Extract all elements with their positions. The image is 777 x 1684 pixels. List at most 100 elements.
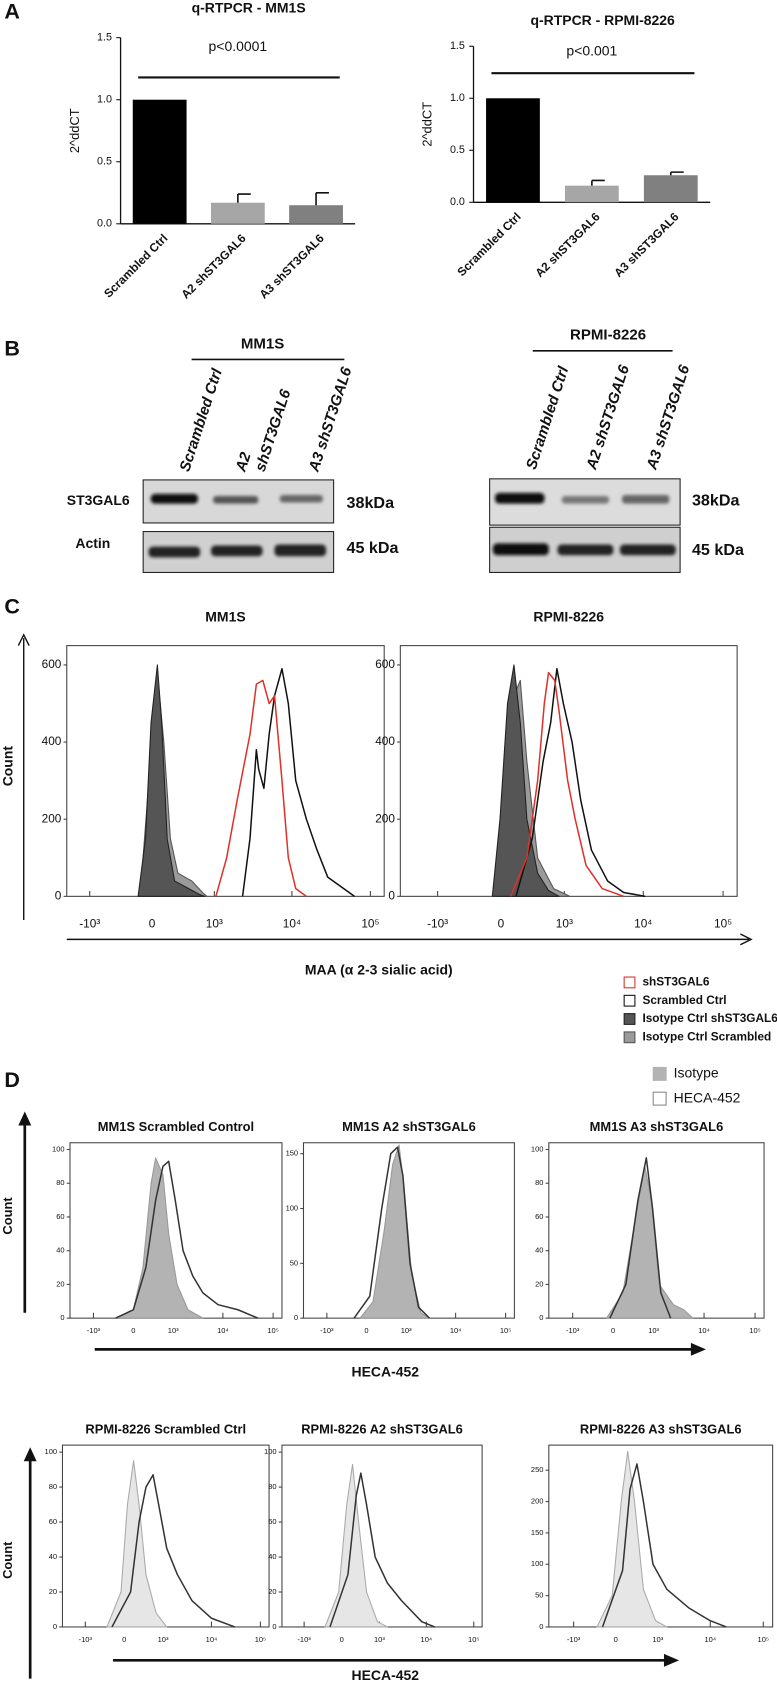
panel-label: C xyxy=(4,595,20,619)
x-tick-label: A2 shST3GAL6 xyxy=(178,231,249,302)
histogram-curve xyxy=(601,1463,727,1628)
x-tick-label: 10⁴ xyxy=(421,1635,433,1644)
y-tick-label: 80 xyxy=(268,1482,276,1491)
x-tick-label: Scrambled Ctrl xyxy=(454,210,523,279)
y-tick-label: 200 xyxy=(375,811,395,825)
x-axis-label: MAA (α 2-3 sialic acid) xyxy=(305,961,453,977)
legend-label: shST3GAL6 xyxy=(642,975,709,989)
arrow-head xyxy=(740,933,753,946)
bar xyxy=(564,185,619,203)
lane-label: A2 shST3GAL6 xyxy=(583,362,633,472)
y-tick-label: 0 xyxy=(53,1622,57,1631)
western-blots: MM1S RPMI-8226 Scrambled Ctrl A2 shST3GA… xyxy=(67,327,745,573)
x-tick-label: 10⁵ xyxy=(267,1326,278,1335)
x-tick-label: 10⁴ xyxy=(634,916,652,930)
chart-title: RPMI-8226 Scrambled Ctrl xyxy=(85,1421,246,1436)
x-tick-label: A2 shST3GAL6 xyxy=(532,209,603,280)
blot-row-label: ST3GAL6 xyxy=(67,492,130,508)
y-tick-label: 80 xyxy=(535,1178,543,1187)
histogram-curve xyxy=(324,1463,389,1628)
x-tick-label: 10⁴ xyxy=(704,1635,716,1644)
blot-size: 38kDa xyxy=(692,492,741,510)
y-tick-label: 60 xyxy=(49,1517,57,1526)
y-tick-label: 0 xyxy=(55,888,62,902)
histogram-curve xyxy=(596,1450,668,1628)
y-tick-label: 40 xyxy=(49,1552,57,1561)
y-tick-label: 0.0 xyxy=(97,218,112,230)
legend-label: Scrambled Ctrl xyxy=(642,993,726,1007)
x-tick-label: 10⁴ xyxy=(206,1635,218,1644)
x-tick-label: -10³ xyxy=(79,1635,93,1644)
x-tick-label: 0 xyxy=(364,1326,368,1335)
x-tick-label: A3 shST3GAL6 xyxy=(611,209,682,280)
x-tick-label: 0 xyxy=(131,1326,135,1335)
y-axis-label: Count xyxy=(0,1197,15,1235)
x-tick-label: 10³ xyxy=(374,1635,385,1644)
blot-band xyxy=(274,544,327,557)
blot-title: MM1S xyxy=(241,335,284,352)
annotation: p<0.001 xyxy=(566,42,617,58)
error-bar xyxy=(237,193,251,203)
y-tick-label: 40 xyxy=(56,1246,64,1255)
x-tick-label: -10³ xyxy=(427,916,448,930)
y-tick-label: 0 xyxy=(294,1313,298,1322)
x-tick-label: 10⁴ xyxy=(450,1326,462,1335)
y-tick-label: 200 xyxy=(42,811,62,825)
x-tick-label: 10³ xyxy=(206,916,223,930)
blot-row-label: Actin xyxy=(75,535,110,551)
annotation: p<0.0001 xyxy=(209,38,268,54)
legend-swatch xyxy=(623,1031,636,1044)
blot-band xyxy=(495,492,545,504)
bar xyxy=(643,175,698,203)
chart-title: q-RTPCR - MM1S xyxy=(192,0,306,15)
blot-band xyxy=(148,546,201,558)
lane-label: A3 shST3GAL6 xyxy=(643,362,693,472)
histogram-curve xyxy=(515,668,646,898)
legend-swatch xyxy=(623,994,636,1007)
x-tick-label: 0 xyxy=(149,916,156,930)
histogram-curve xyxy=(111,1474,236,1628)
y-tick-label: 40 xyxy=(535,1246,543,1255)
legend-swatch xyxy=(623,1013,636,1025)
x-tick-label: 10⁵ xyxy=(714,916,732,930)
plot-frame xyxy=(399,645,738,897)
y-tick-label: 0.5 xyxy=(97,156,112,168)
chart-title: q-RTPCR - RPMI-8226 xyxy=(530,12,675,28)
x-tick-label: 10³ xyxy=(556,916,573,930)
y-tick-label: 0 xyxy=(539,1313,543,1322)
chart-title: MM1S A3 shST3GAL6 xyxy=(590,1119,724,1134)
y-tick-label: 80 xyxy=(56,1178,64,1187)
histogram-curve xyxy=(115,1160,259,1319)
y-tick-label: 0.5 xyxy=(450,144,465,156)
blot-band xyxy=(557,544,614,556)
blot-band xyxy=(213,496,259,504)
bar xyxy=(486,98,540,203)
x-tick-label: -10³ xyxy=(79,916,100,930)
lane-label: Scrambled Ctrl xyxy=(177,366,226,474)
y-tick-label: 0 xyxy=(539,1622,543,1631)
arrow-head xyxy=(17,633,30,646)
blot-band xyxy=(210,545,263,557)
y-tick-label: 400 xyxy=(42,734,62,748)
chart-title: MM1S A2 shST3GAL6 xyxy=(342,1119,476,1134)
error-bar xyxy=(315,191,329,206)
panel-label: A xyxy=(4,0,20,24)
y-tick-label: 150 xyxy=(531,1528,544,1537)
plot-frame xyxy=(281,1444,483,1628)
x-tick-label: 10⁴ xyxy=(283,916,301,930)
chart-title: MM1S Scrambled Control xyxy=(98,1119,254,1134)
bar xyxy=(289,205,343,224)
blot-size: 38kDa xyxy=(347,494,396,512)
panel-d-axes: Count HECA-452 Count HECA-452 xyxy=(0,1111,706,1683)
histogram-curve xyxy=(509,671,624,898)
x-tick-label: 0 xyxy=(498,916,505,930)
x-tick-label: 0 xyxy=(614,1635,618,1644)
chart-title: RPMI-8226 A3 shST3GAL6 xyxy=(580,1421,742,1436)
y-tick-label: 80 xyxy=(49,1482,57,1491)
histogram-curve xyxy=(114,1157,204,1319)
x-tick-label: -10³ xyxy=(567,1635,581,1644)
error-bar xyxy=(669,171,684,176)
y-tick-label: 60 xyxy=(56,1212,64,1221)
y-tick-label: 100 xyxy=(531,1144,544,1153)
y-tick-label: 0 xyxy=(272,1622,276,1631)
